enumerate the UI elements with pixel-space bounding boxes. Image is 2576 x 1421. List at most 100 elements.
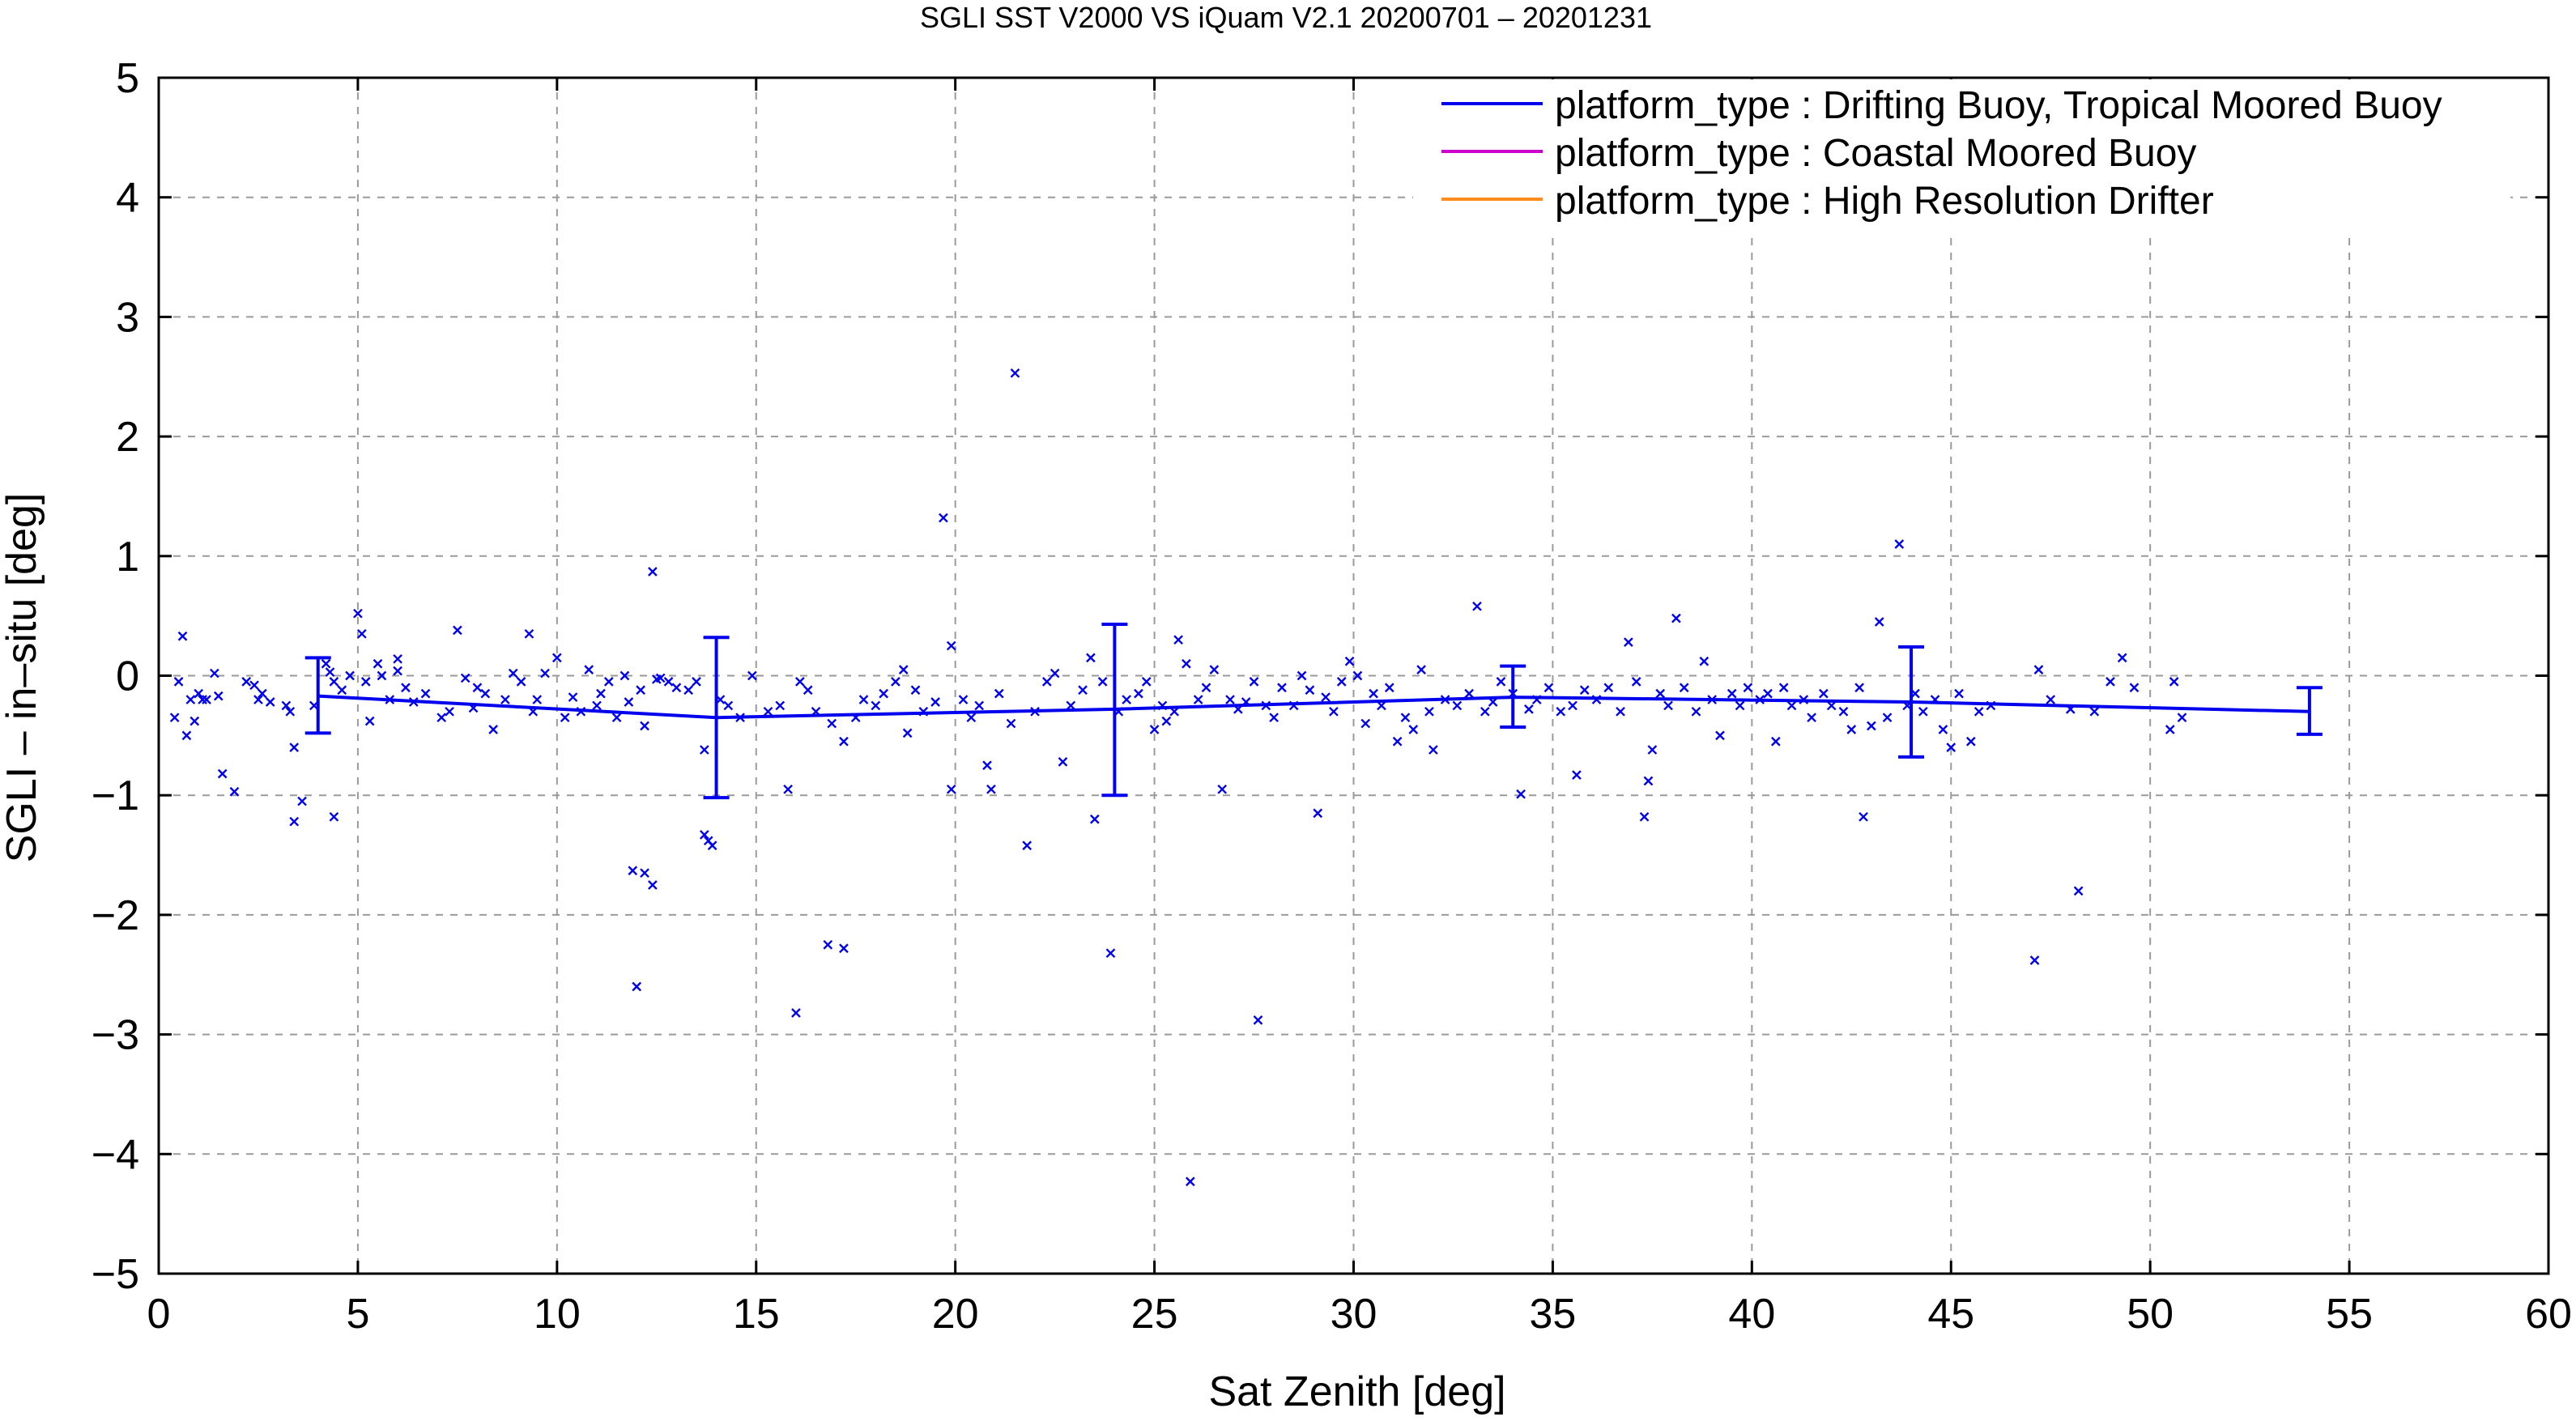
scatter-point xyxy=(210,668,219,679)
scatter-point xyxy=(699,745,709,755)
scatter-point xyxy=(1313,808,1323,819)
scatter-point xyxy=(1253,1015,1263,1025)
scatter-point xyxy=(1568,700,1578,711)
scatter-point xyxy=(1480,706,1490,717)
scatter-point xyxy=(217,768,228,779)
scatter-point xyxy=(1297,670,1307,681)
mean-line xyxy=(317,694,2310,720)
scatter-point xyxy=(628,866,638,876)
scatter-point xyxy=(1516,789,1526,799)
scatter-point xyxy=(329,811,339,822)
scatter-point xyxy=(795,677,805,687)
scatter-point xyxy=(1472,601,1482,611)
x-axis-label: Sat Zenith [deg] xyxy=(1208,1368,1505,1415)
scatter-point xyxy=(620,670,630,681)
scatter-point xyxy=(1639,811,1650,822)
scatter-point xyxy=(265,697,275,707)
scatter-point xyxy=(1946,742,1956,752)
scatter-point xyxy=(202,695,211,704)
scatter-point xyxy=(1352,670,1363,681)
scatter-point xyxy=(1579,685,1590,696)
scatter-point xyxy=(177,631,188,641)
scatter-point xyxy=(1249,677,1259,687)
x-tick-label: 50 xyxy=(2127,1291,2174,1338)
scatter-point xyxy=(1384,683,1394,693)
scatter-point xyxy=(1671,613,1681,623)
scatter-point xyxy=(1209,665,1220,674)
scatter-point xyxy=(1846,725,1857,734)
scatter-point xyxy=(958,695,969,704)
scatter-point xyxy=(198,695,207,704)
scatter-point xyxy=(401,683,411,693)
scatter-point xyxy=(1867,721,1876,731)
scatter-point xyxy=(1041,677,1052,687)
scatter-point xyxy=(966,713,977,723)
scatter-point xyxy=(783,784,793,794)
scatter-point xyxy=(1122,695,1132,704)
scatter-point xyxy=(560,713,570,723)
error-bar xyxy=(304,656,331,735)
scatter-point xyxy=(1336,677,1347,687)
scatter-point xyxy=(281,700,292,711)
scatter-point xyxy=(289,742,300,752)
scatter-point xyxy=(189,716,200,726)
legend-label: platform_type : Drifting Buoy, Tropical … xyxy=(1555,84,2442,127)
scatter-point xyxy=(1524,704,1534,714)
scatter-point xyxy=(508,668,518,679)
scatter-point xyxy=(249,680,259,691)
scatter-point xyxy=(2046,695,2056,704)
scatter-point xyxy=(1269,713,1279,723)
mean-line-series xyxy=(304,622,2323,800)
scatter-point xyxy=(946,784,956,794)
scatter-point xyxy=(2033,665,2044,674)
error-bar xyxy=(1101,622,1128,798)
scatter-point xyxy=(823,939,833,950)
scatter-point xyxy=(185,695,196,704)
scatter-point xyxy=(1974,706,1984,717)
scatter-point xyxy=(445,706,454,717)
scatter-point xyxy=(723,700,734,711)
scatter-point xyxy=(763,706,773,717)
scatter-point xyxy=(181,730,192,741)
scatter-point xyxy=(994,688,1004,699)
scatter-point xyxy=(1643,776,1654,786)
scatter-point xyxy=(1663,700,1673,711)
scatter-point xyxy=(1225,695,1235,704)
error-bar xyxy=(703,636,730,800)
scatter-point xyxy=(551,653,562,663)
scatter-point xyxy=(1715,730,1725,741)
scatter-point xyxy=(1429,745,1438,755)
scatter-point xyxy=(169,713,180,723)
scatter-point xyxy=(524,628,534,639)
scatter-point xyxy=(540,668,550,679)
scatter-point xyxy=(1770,736,1781,747)
scatter-point xyxy=(500,695,510,704)
scatter-point xyxy=(946,640,956,651)
scatter-point xyxy=(1022,840,1033,851)
scatter-point xyxy=(1496,677,1506,687)
y-tick-label: 1 xyxy=(116,534,139,581)
y-tick-label: −5 xyxy=(92,1251,139,1298)
scatter-point xyxy=(1141,677,1152,687)
scatter-point xyxy=(1603,683,1614,693)
scatter-point xyxy=(640,721,649,731)
scatter-point xyxy=(898,665,909,674)
scatter-point xyxy=(624,697,634,707)
scatter-point xyxy=(1193,695,1203,704)
scatter-point xyxy=(1616,706,1625,717)
scatter-point xyxy=(803,685,813,696)
x-tick-label: 25 xyxy=(1131,1291,1178,1338)
scatter-point xyxy=(636,685,645,696)
scatter-point xyxy=(2029,955,2040,965)
x-tick-label: 10 xyxy=(534,1291,581,1338)
scatter-point xyxy=(393,666,402,676)
scatter-point xyxy=(2165,725,2175,734)
scatter-point xyxy=(285,706,296,717)
y-tick-label: 5 xyxy=(116,55,139,102)
scatter-point xyxy=(1078,685,1088,696)
chart-title: SGLI SST V2000 VS iQuam V2.1 20200701 – … xyxy=(920,1,1652,34)
scatter-point xyxy=(480,688,491,699)
scatter-point xyxy=(692,677,701,687)
scatter-point xyxy=(453,625,462,636)
